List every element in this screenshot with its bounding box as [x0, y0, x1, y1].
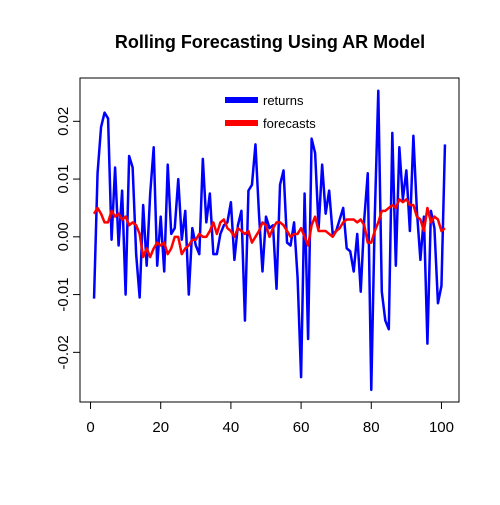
x-tick-label: 60 — [293, 419, 310, 436]
series-line — [92, 89, 447, 392]
y-tick-label: 0.00 — [55, 222, 72, 251]
x-tick-label: 20 — [152, 419, 169, 436]
y-tick-label: -0.01 — [55, 277, 72, 311]
legend-label: returns — [263, 93, 304, 108]
y-tick-label: 0.02 — [55, 107, 72, 136]
x-tick-label: 80 — [363, 419, 380, 436]
y-tick-label: -0.02 — [55, 335, 72, 369]
chart-title: Rolling Forecasting Using AR Model — [115, 32, 425, 52]
legend-label: forecasts — [263, 116, 316, 131]
x-tick-label: 40 — [223, 419, 240, 436]
y-tick-label: 0.01 — [55, 164, 72, 193]
x-tick-label: 0 — [86, 419, 94, 436]
x-tick-label: 100 — [429, 419, 454, 436]
series-line — [92, 198, 446, 259]
